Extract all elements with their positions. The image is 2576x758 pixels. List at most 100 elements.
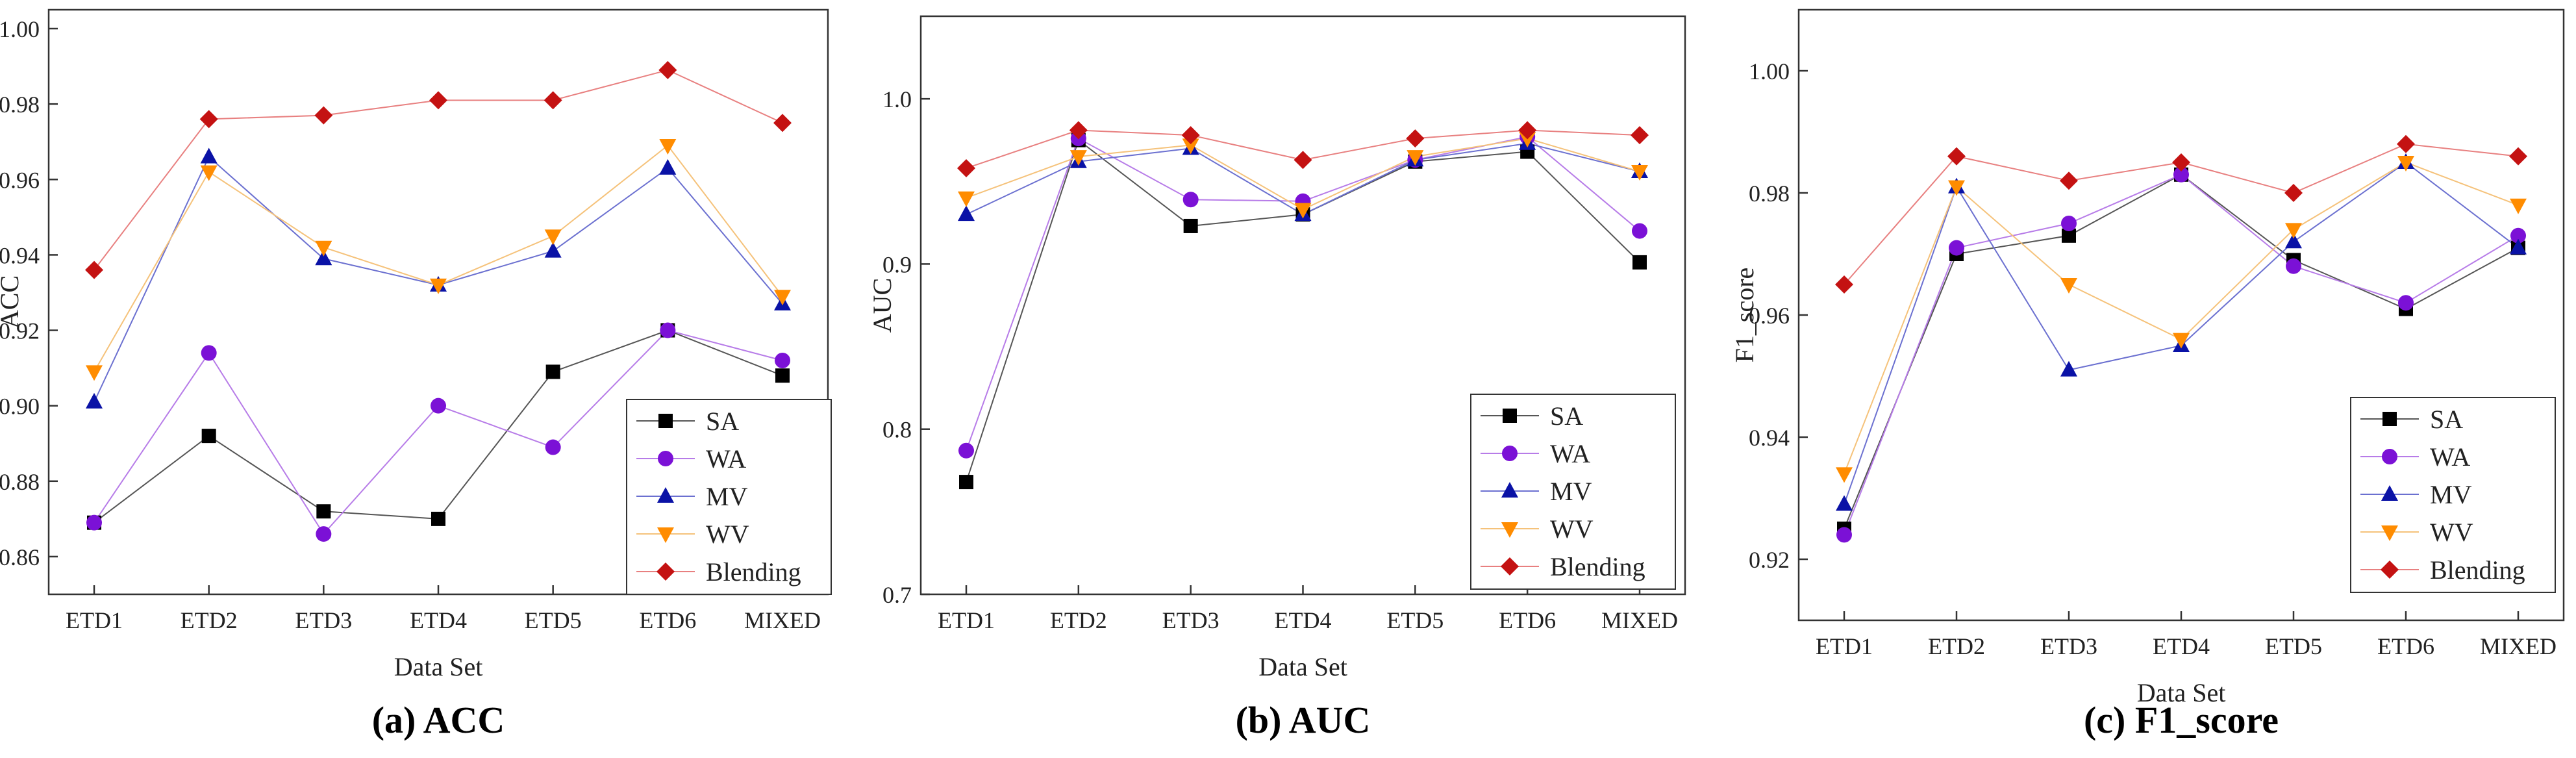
data-point-wv [200, 165, 218, 181]
legend-label: MV [2430, 480, 2472, 509]
y-tick-label: 0.94 [0, 242, 40, 268]
data-point-blending [85, 260, 103, 279]
y-tick-label: 0.96 [1749, 303, 1790, 329]
data-point-sa [545, 364, 560, 379]
data-point-wa [775, 353, 790, 368]
data-point-wa [86, 514, 102, 531]
data-point-sa [201, 429, 216, 444]
legend-label: SA [1550, 401, 1583, 431]
data-point-wv [430, 278, 447, 294]
y-tick-label: 0.94 [1749, 425, 1790, 451]
x-tick-label: ETD1 [1816, 633, 1873, 659]
data-point-blending [1947, 147, 1966, 166]
y-tick-label: 0.86 [0, 544, 40, 570]
data-point-blending [773, 114, 792, 133]
data-point-blending [1518, 121, 1537, 140]
data-point-wv [1948, 180, 1965, 196]
data-point-wv [2510, 198, 2527, 214]
data-point-mv [2285, 233, 2302, 249]
data-point-wa [958, 442, 974, 459]
legend-label: SA [2430, 405, 2463, 434]
x-tick-label: ETD4 [410, 607, 467, 633]
data-point-sa [1183, 218, 1198, 233]
y-axis-label: F1_score [1730, 268, 1759, 363]
data-point-blending [1069, 121, 1088, 140]
legend-label: WV [2430, 518, 2473, 547]
legend-label: WA [706, 444, 746, 474]
x-tick-label: ETD4 [1275, 607, 1332, 633]
data-point-blending [199, 110, 218, 129]
legend-marker-sa [2382, 412, 2397, 426]
data-point-wa [2173, 166, 2189, 183]
data-point-mv [315, 249, 332, 266]
data-point-blending [2060, 171, 2078, 190]
data-point-wv [2285, 223, 2302, 239]
data-point-blending [658, 60, 677, 79]
x-axis-label: Data Set [394, 652, 483, 681]
y-tick-label: 0.8 [882, 417, 912, 443]
data-point-wv [2060, 278, 2077, 294]
legend-label: MV [1550, 477, 1592, 506]
x-tick-label: MIXED [2480, 633, 2557, 659]
data-point-blending [429, 91, 447, 110]
y-tick-label: 1.0 [882, 86, 912, 112]
x-tick-label: ETD1 [938, 607, 995, 633]
legend-label: MV [706, 482, 748, 511]
legend: SA WA MV WV Blending [2350, 397, 2556, 593]
data-point-wv [958, 191, 975, 207]
y-axis-label: ACC [0, 275, 24, 329]
y-tick-label: 0.9 [882, 251, 912, 277]
data-point-blending [957, 158, 975, 177]
legend-marker-wa [658, 451, 673, 466]
data-point-wv [315, 240, 332, 257]
x-tick-label: ETD6 [639, 607, 696, 633]
y-tick-label: 1.00 [1749, 58, 1790, 84]
data-point-mv [1836, 495, 1853, 511]
legend-marker-sa [658, 414, 673, 428]
x-tick-label: ETD5 [525, 607, 582, 633]
data-point-wv [1407, 150, 1424, 166]
data-point-wa [1632, 223, 1647, 239]
legend-marker-mv [2381, 485, 2398, 501]
data-point-wa [2510, 227, 2526, 244]
legend-label: Blending [706, 557, 801, 587]
legend-marker-mv [657, 487, 674, 503]
legend-label: WA [1550, 439, 1590, 468]
data-point-mv [544, 242, 562, 258]
data-point-mv [200, 147, 218, 164]
data-point-wv [1182, 138, 1199, 155]
data-point-blending [1406, 129, 1425, 148]
panel-caption-acc: (a) ACC [371, 699, 505, 741]
data-point-wa [1836, 527, 1852, 543]
data-point-blending [2509, 147, 2527, 166]
x-tick-label: ETD2 [1928, 633, 1985, 659]
data-point-sa [2062, 228, 2076, 243]
legend-marker-blending [657, 562, 675, 581]
data-point-wa [1182, 192, 1199, 208]
x-axis-label: Data Set [1258, 652, 1347, 681]
data-point-wv [1294, 203, 1312, 219]
chart-panel-3: 0.92 0.94 0.96 0.98 1.00 ETD1 ETD2 ETD3 ETD4 ETD5… [1730, 8, 2565, 707]
legend-label: Blending [1550, 552, 1645, 581]
chart-panel-2: 0.7 0.8 0.9 1.0 ETD1 ETD2 ETD3 ETD4 ETD5 ETD6 MIXE… [868, 15, 1686, 681]
legend-marker-sa [1503, 409, 1517, 423]
data-point-wv [1519, 132, 1536, 148]
x-axis-label: Data Set [2137, 678, 2226, 707]
x-tick-label: ETD2 [181, 607, 238, 633]
data-point-wv [659, 139, 677, 155]
data-point-mv [2510, 238, 2527, 255]
legend-label: WV [706, 520, 749, 549]
data-point-mv [86, 392, 103, 409]
x-tick-label: ETD1 [66, 607, 123, 633]
data-point-blending [314, 106, 333, 125]
data-point-wa [1949, 240, 1964, 256]
data-point-blending [1835, 275, 1853, 294]
panel-caption-f1: (c) F1_score [2083, 699, 2279, 741]
legend-marker-wv [2381, 525, 2398, 541]
y-tick-label: 0.7 [882, 582, 912, 608]
data-point-blending [2397, 134, 2415, 153]
data-point-sa [1632, 255, 1647, 270]
data-point-sa [775, 368, 790, 383]
data-point-wa [2398, 295, 2414, 311]
